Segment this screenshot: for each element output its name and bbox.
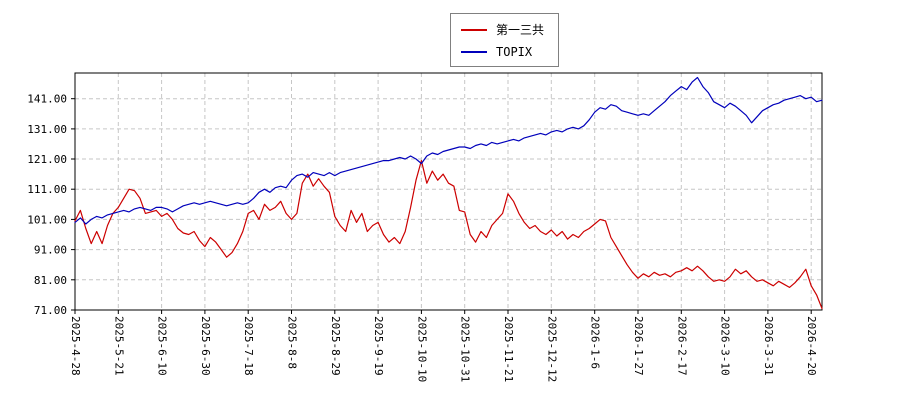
svg-text:2025-11-21: 2025-11-21 [502, 316, 515, 382]
svg-text:101.00: 101.00 [27, 213, 67, 226]
series-line-1 [74, 76, 823, 225]
svg-text:91.00: 91.00 [34, 244, 67, 257]
svg-text:111.00: 111.00 [27, 183, 67, 196]
svg-text:2025-5-21: 2025-5-21 [112, 316, 125, 376]
svg-text:2025-10-10: 2025-10-10 [415, 316, 428, 382]
svg-text:2025-4-28: 2025-4-28 [69, 316, 82, 376]
svg-text:2025-12-12: 2025-12-12 [545, 316, 558, 382]
svg-text:81.00: 81.00 [34, 274, 67, 287]
legend-line-blue-icon [461, 51, 487, 53]
svg-text:2025-8-29: 2025-8-29 [329, 316, 342, 376]
svg-text:2025-6-30: 2025-6-30 [199, 316, 212, 376]
svg-text:2025-10-31: 2025-10-31 [459, 316, 472, 382]
legend-label-topix: TOPIX [496, 45, 533, 59]
legend: 第一三共 TOPIX [450, 13, 560, 67]
x-axis-labels: 2025-4-28 2025-5-21 2025-6-10 2025-6-30 2025… [69, 316, 818, 382]
axis-ticks [71, 98, 812, 314]
svg-text:2025-8-8: 2025-8-8 [286, 316, 299, 369]
legend-item-daiichi-sankyo: 第一三共 [461, 21, 544, 38]
svg-text:2026-2-17: 2026-2-17 [675, 316, 688, 376]
plot-border [74, 72, 823, 311]
svg-text:131.00: 131.00 [27, 123, 67, 136]
svg-text:2026-4-20: 2026-4-20 [805, 316, 818, 376]
svg-text:121.00: 121.00 [27, 153, 67, 166]
svg-text:2025-6-10: 2025-6-10 [156, 316, 169, 376]
y-axis-labels: 71.00 81.00 91.00 101.00 111.00 121.00 131.00 1… [27, 93, 67, 317]
legend-item-topix: TOPIX [461, 45, 544, 59]
legend-label-daiichi-sankyo: 第一三共 [496, 23, 545, 37]
svg-text:2026-1-27: 2026-1-27 [632, 316, 645, 376]
svg-text:71.00: 71.00 [34, 304, 67, 317]
svg-text:2026-3-31: 2026-3-31 [762, 316, 775, 376]
series-line-0 [74, 160, 823, 310]
svg-text:2025-9-19: 2025-9-19 [372, 316, 385, 376]
svg-text:2025-7-18: 2025-7-18 [242, 316, 255, 376]
svg-text:2026-1-6: 2026-1-6 [589, 316, 602, 369]
legend-line-red-icon [461, 28, 487, 31]
svg-text:141.00: 141.00 [27, 93, 67, 106]
grid-lines [74, 73, 822, 310]
svg-text:2026-3-10: 2026-3-10 [719, 316, 732, 376]
